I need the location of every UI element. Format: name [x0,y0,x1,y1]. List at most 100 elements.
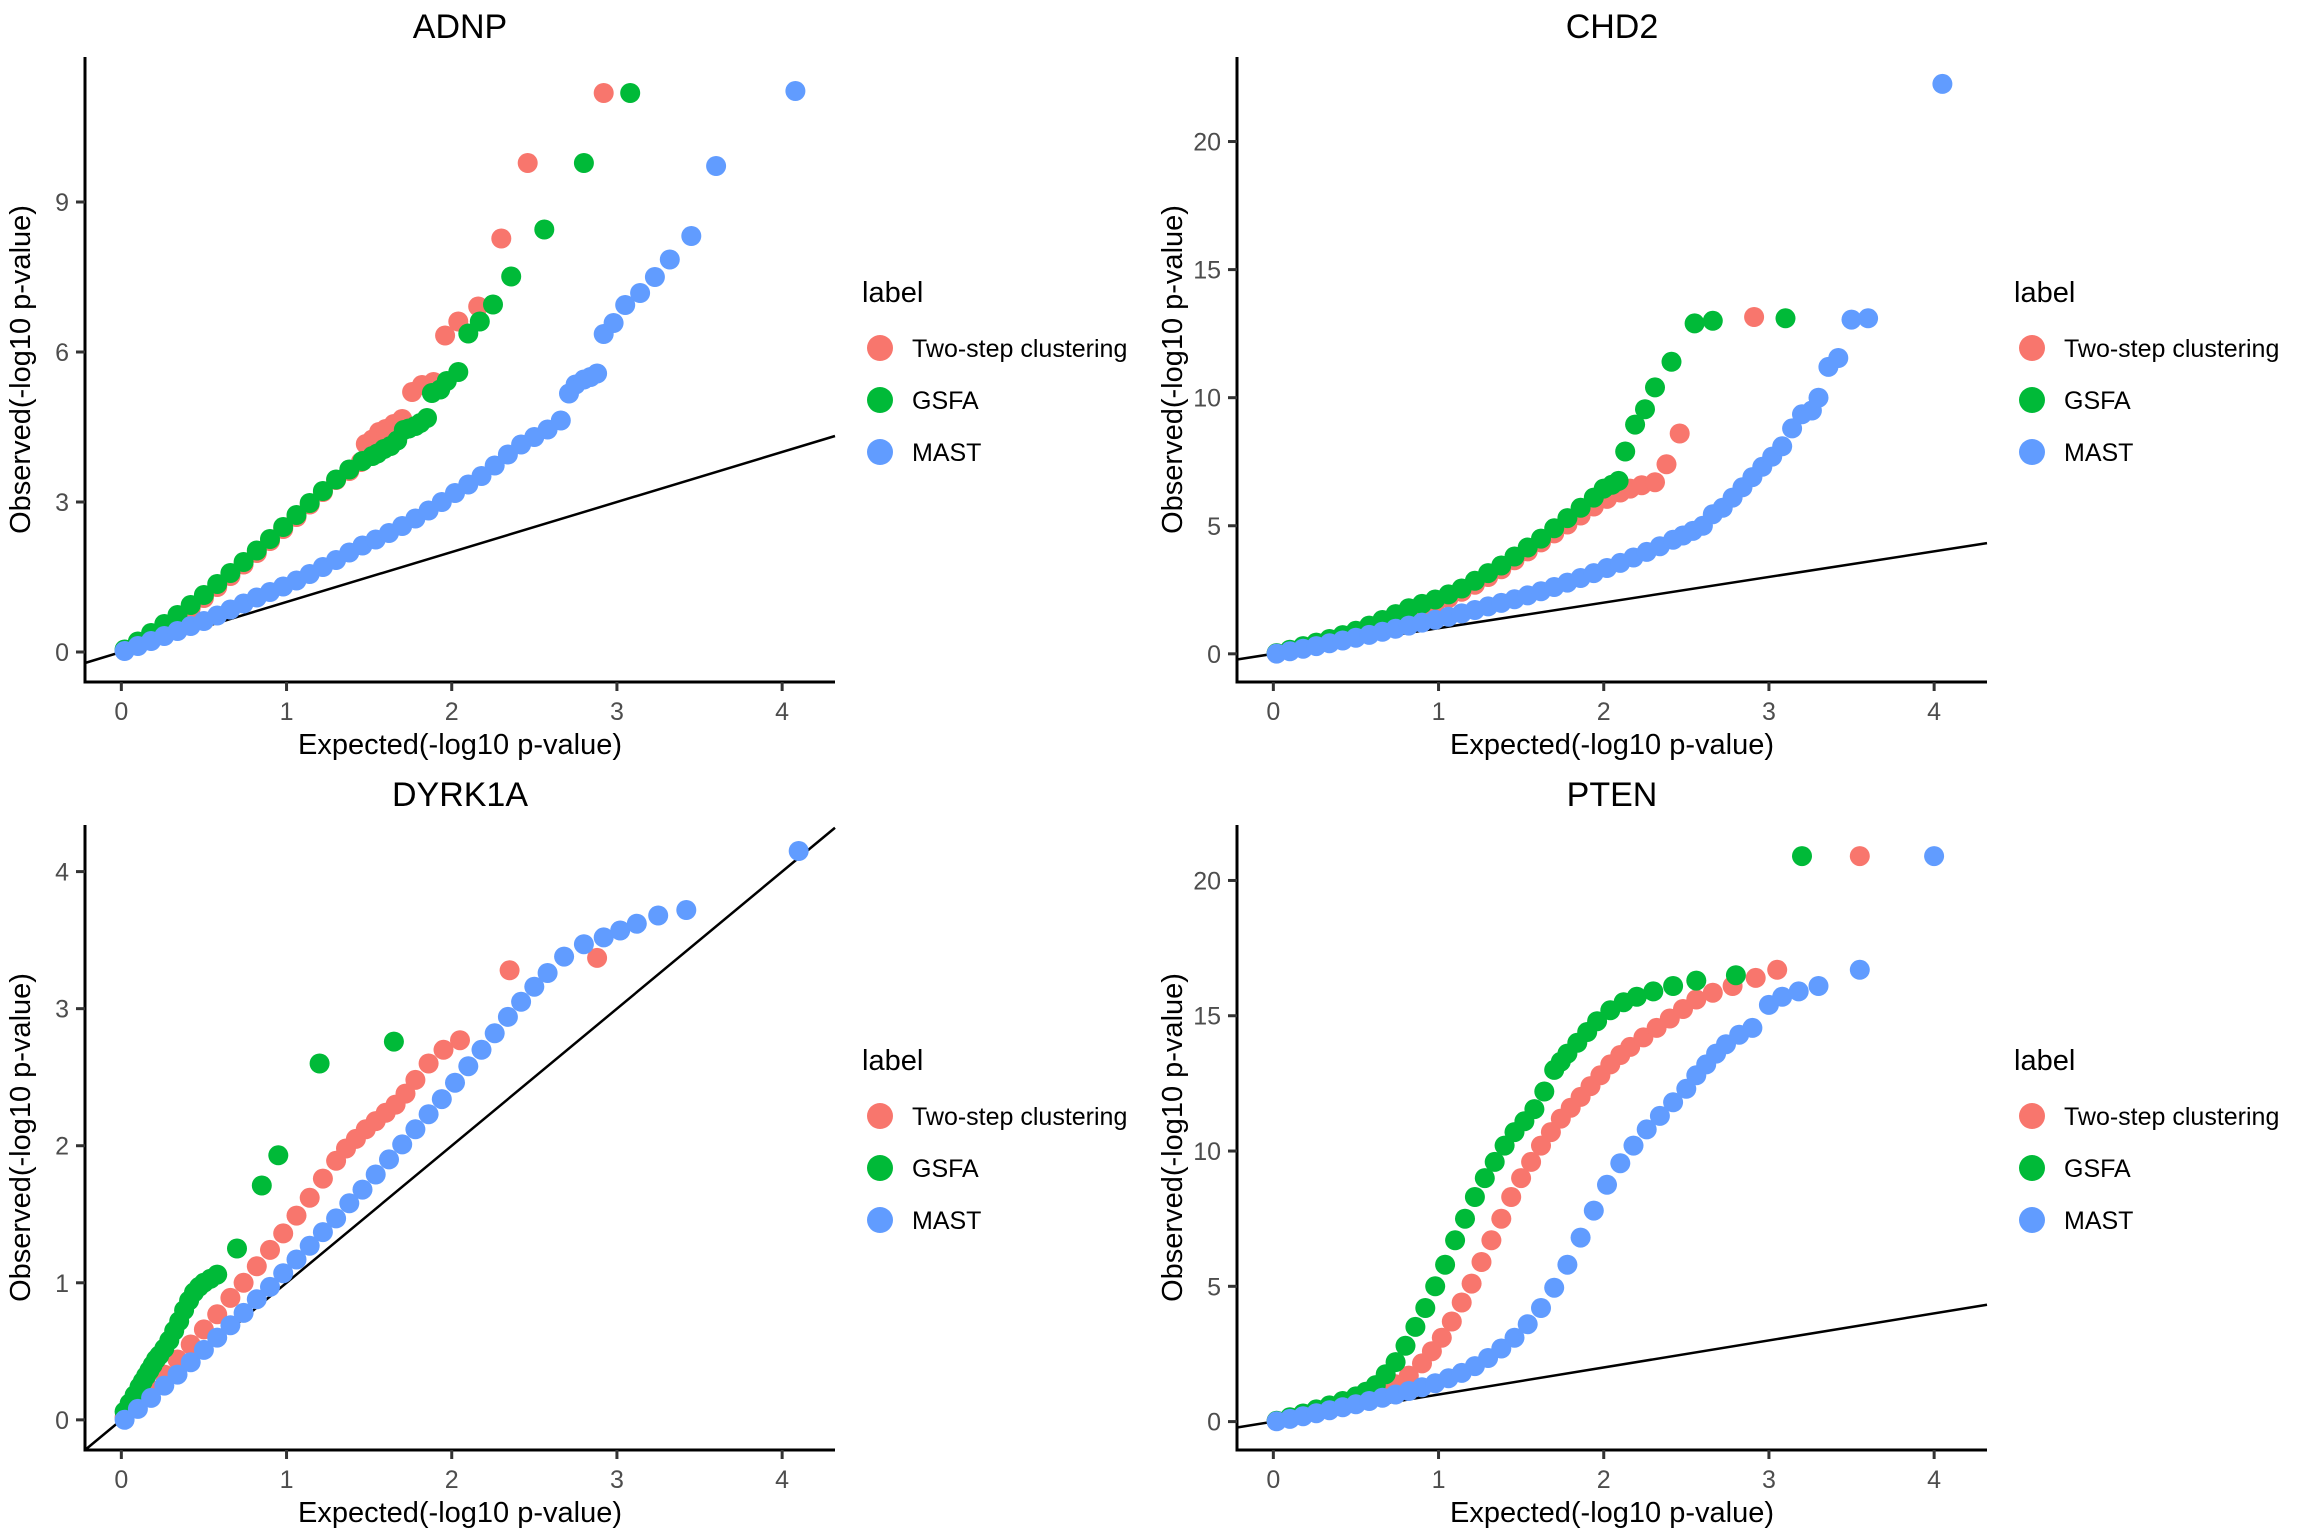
data-point [1395,1335,1416,1356]
y-tick-label: 3 [55,996,69,1024]
series-two-step-clustering [1266,846,1870,1431]
x-axis-title: Expected(-log10 p-value) [1450,729,1774,761]
data-point [1663,976,1684,996]
legend-item-label: Two-step clustering [2064,1103,2279,1131]
data-point [1623,1135,1644,1156]
series-mast [1266,73,1953,664]
data-point [626,913,647,934]
legend-title: label [862,277,923,309]
legend-item-label: MAST [912,1207,981,1235]
qq-plot-adnp: ADNP 0 1 2 3 4 0 3 6 9 Expected(-log10 p-value) Obs… [5,8,1127,761]
data-point [681,226,702,246]
data-point [268,1145,289,1166]
data-point [1415,1298,1436,1318]
data-point [1455,1208,1475,1229]
data-point [207,1327,228,1348]
x-tick-label: 4 [775,1466,789,1494]
data-point [233,1302,254,1323]
data-point [573,153,594,173]
qq-plot-cell-dyrk1a: DYRK1A 0 1 2 3 4 0 1 2 3 4 Expected(-log10 p-value)… [0,768,1152,1536]
x-tick-label: 2 [1597,698,1611,726]
data-point [1792,846,1812,867]
x-tick-label: 4 [1927,1466,1941,1494]
series-gsfa [114,1031,404,1422]
data-point [326,1208,347,1229]
data-point [167,1364,188,1385]
data-point [207,1304,228,1325]
data-point [615,295,636,315]
data-point [312,1222,333,1243]
qq-plot-chd2: CHD2 0 1 2 3 4 0 5 10 15 20 Expected(-log10 p-value… [1157,8,2279,761]
data-point [1663,1092,1684,1113]
y-tick-label: 0 [55,1407,69,1435]
data-point [524,976,545,997]
data-point [365,1164,386,1185]
x-tick-label: 3 [610,1466,624,1494]
data-point [497,1006,518,1027]
data-point [1405,1316,1426,1337]
x-axis-title: Expected(-log10 p-value) [1450,1497,1774,1529]
data-point [299,1235,320,1256]
data-point [227,1238,247,1259]
data-point [207,1264,228,1285]
x-axis-title: Expected(-log10 p-value) [298,729,622,761]
data-point [1649,1105,1670,1126]
y-tick-label: 5 [1207,513,1221,541]
series-gsfa [114,83,641,660]
data-point [1521,1151,1542,1172]
qq-plot-cell-chd2: CHD2 0 1 2 3 4 0 5 10 15 20 Expected(-log10 p-value… [1152,0,2304,768]
data-point [1788,981,1809,1002]
data-point [1742,1017,1763,1038]
data-point [1451,1292,1472,1313]
series-gsfa [1266,308,1796,664]
data-point [1635,399,1655,420]
data-point [1615,441,1636,462]
data-point [273,517,294,537]
data-point [1626,986,1647,1007]
data-point [1441,1311,1462,1332]
data-point [1534,1081,1555,1102]
data-point [339,1193,360,1214]
data-point [1849,959,1870,980]
y-tick-label: 20 [1193,129,1221,157]
legend-item-label: Two-step clustering [912,1103,1127,1131]
y-tick-label: 20 [1193,867,1221,895]
data-point [1772,986,1793,1007]
x-tick-label: 1 [1432,698,1446,726]
qq-plot-cell-adnp: ADNP 0 1 2 3 4 0 3 6 9 Expected(-log10 p-value) Obs… [0,0,1152,768]
legend-item-label: Two-step clustering [912,335,1127,363]
data-point [1431,1327,1452,1348]
data-point [1511,1168,1532,1189]
data-point [468,296,489,317]
data-point [491,228,512,249]
data-point [484,455,505,476]
data-point [141,1387,162,1408]
data-point [706,156,727,176]
qq-plot-dyrk1a: DYRK1A 0 1 2 3 4 0 1 2 3 4 Expected(-log10 p-value)… [5,776,1127,1529]
x-tick-label: 3 [610,698,624,726]
data-point [180,1352,201,1373]
data-point [1767,959,1788,980]
data-point [593,927,614,948]
data-point [273,1263,294,1284]
legend-title: label [862,1045,923,1077]
legend: label Two-step clustering GSFA MAST [862,277,1127,467]
legend-key-icon [2019,1207,2045,1233]
data-point [435,325,456,346]
y-axis-title: Observed(-log10 p-value) [5,973,37,1302]
data-point [1517,1314,1538,1335]
panel-title: ADNP [413,8,507,46]
data-point [418,1053,439,1074]
y-tick-label: 0 [55,639,69,667]
x-tick-label: 2 [1597,1466,1611,1494]
data-point [1570,1227,1591,1248]
data-point [676,900,697,920]
data-point [383,1031,404,1052]
y-tick-label: 10 [1193,385,1221,413]
legend-key-icon [2019,1103,2045,1129]
data-point [448,362,469,382]
data-point [1858,308,1879,329]
data-point [1669,423,1690,444]
legend-item-label: GSFA [912,1155,979,1183]
axes: 0 1 2 3 4 0 5 10 15 20 [1193,825,1987,1494]
